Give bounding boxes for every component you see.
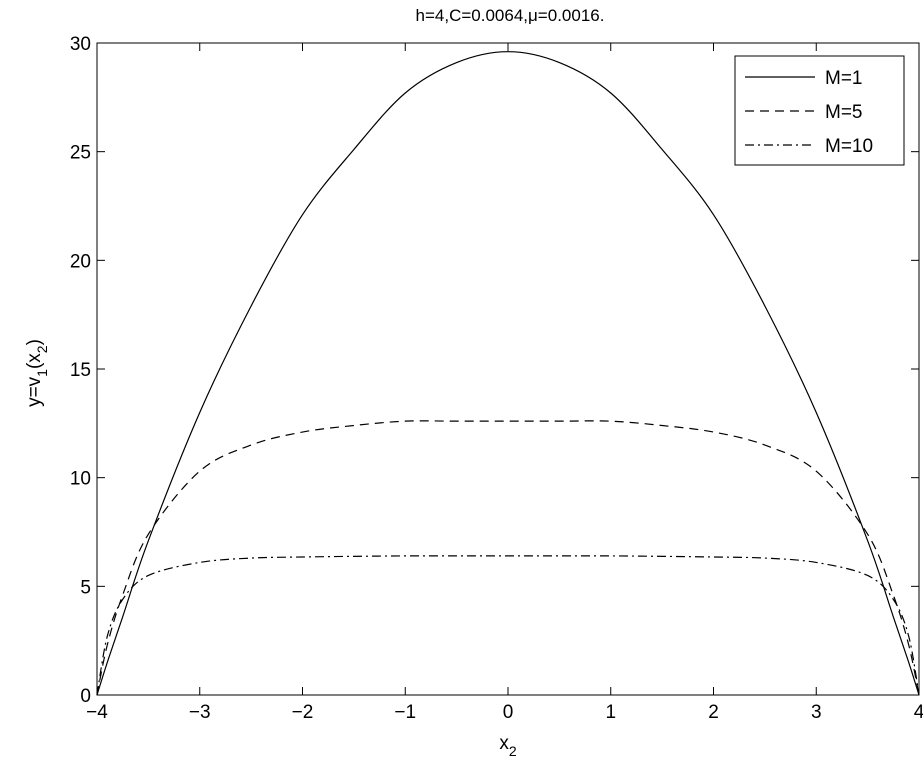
legend: M=1 M=5 M=10 [734,55,905,166]
y-tick-label: 5 [80,577,91,598]
y-tick-label: 10 [70,469,91,490]
x-axis-label: x2 [499,733,517,759]
y-tick-label: 20 [70,251,91,272]
y-tick-label: 0 [80,686,91,707]
x-tick-label: 4 [914,702,923,723]
series-line-m-1 [96,51,920,696]
y-tick-label: 15 [70,360,91,381]
y-axis-label: y=v1(x2) [24,339,50,407]
y-axis-ticks: 0 5 10 15 20 25 30 [70,34,919,707]
x-tick-label: −4 [86,702,108,723]
x-axis-ticks: −4 −3 −2 −1 0 1 2 3 4 [86,43,923,723]
chart-title: h=4,C=0.0064,μ=0.0016. [416,6,605,25]
y-tick-label: 25 [70,143,91,164]
x-tick-label: −1 [394,702,416,723]
x-tick-label: −3 [189,702,211,723]
x-tick-label: 1 [605,702,616,723]
series-line-m-10 [96,555,920,696]
series-line-m-5 [96,420,920,696]
series-layer [96,51,920,696]
x-tick-label: −2 [292,702,314,723]
x-tick-label: 2 [708,702,719,723]
legend-entry-label: M=10 [825,136,873,157]
legend-entry-label: M=1 [825,68,863,89]
x-tick-label: 3 [811,702,822,723]
y-tick-label: 30 [70,34,91,55]
legend-entry-label: M=5 [825,102,863,123]
x-tick-label: 0 [503,702,514,723]
